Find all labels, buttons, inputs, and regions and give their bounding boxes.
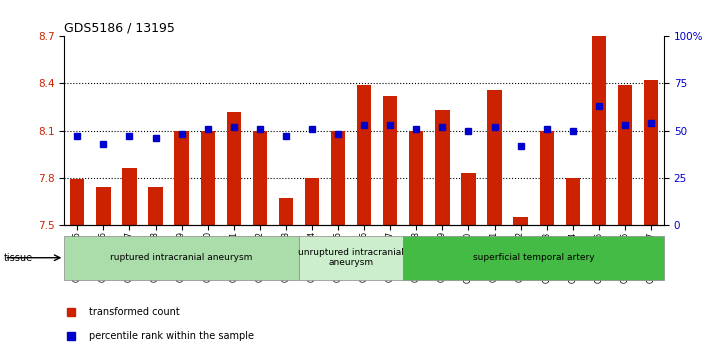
Bar: [618, 85, 632, 225]
Bar: [488, 90, 502, 225]
Text: unruptured intracranial
aneurysm: unruptured intracranial aneurysm: [298, 248, 404, 268]
Bar: [461, 173, 476, 225]
Bar: [174, 131, 188, 225]
Text: percentile rank within the sample: percentile rank within the sample: [89, 331, 254, 341]
Bar: [357, 85, 371, 225]
Text: transformed count: transformed count: [89, 307, 180, 317]
Bar: [383, 96, 398, 225]
Text: GDS5186 / 13195: GDS5186 / 13195: [64, 22, 175, 35]
Bar: [409, 131, 423, 225]
Bar: [592, 36, 606, 225]
Text: ruptured intracranial aneurysm: ruptured intracranial aneurysm: [111, 253, 253, 262]
Bar: [331, 131, 346, 225]
Bar: [149, 187, 163, 225]
Text: tissue: tissue: [4, 253, 33, 263]
Bar: [70, 179, 84, 225]
Bar: [565, 178, 580, 225]
Bar: [226, 112, 241, 225]
Bar: [278, 198, 293, 225]
Bar: [436, 110, 450, 225]
Bar: [96, 187, 111, 225]
Bar: [540, 131, 554, 225]
Bar: [64, 236, 299, 280]
Bar: [299, 236, 403, 280]
Bar: [201, 131, 215, 225]
Bar: [644, 80, 658, 225]
Bar: [305, 178, 319, 225]
Bar: [122, 168, 136, 225]
Bar: [513, 217, 528, 225]
Bar: [253, 131, 267, 225]
Bar: [403, 236, 664, 280]
Text: superficial temporal artery: superficial temporal artery: [473, 253, 595, 262]
